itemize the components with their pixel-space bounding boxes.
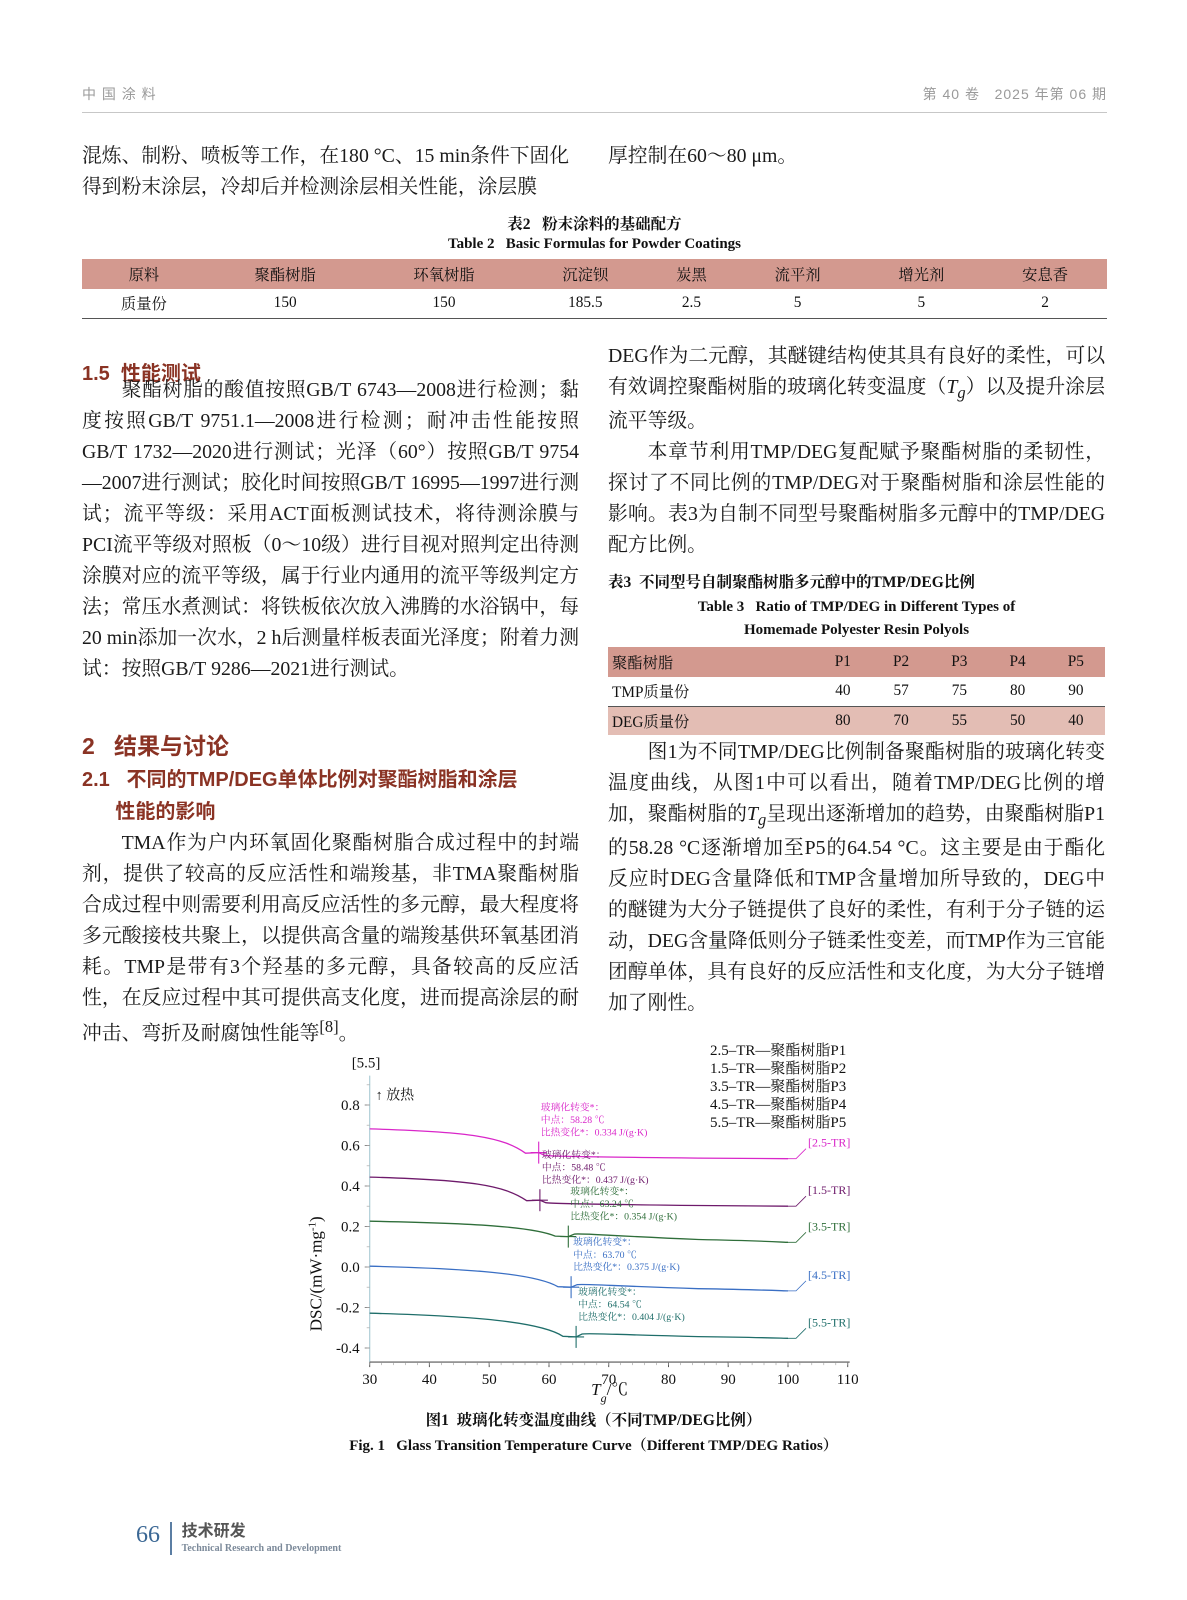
- svg-text:0.4: 0.4: [341, 1179, 360, 1195]
- svg-text:[5.5-TR]: [5.5-TR]: [808, 1315, 850, 1329]
- svg-text:玻璃化转变*：: 玻璃化转变*：: [573, 1235, 637, 1248]
- svg-text:[2.5-TR]: [2.5-TR]: [808, 1136, 850, 1150]
- svg-text:Tg/℃: Tg/℃: [591, 1380, 628, 1405]
- svg-text:3.5–TR—聚酯树脂P3: 3.5–TR—聚酯树脂P3: [710, 1077, 846, 1095]
- svg-text:比热变化*：0.334 J/(g·K): 比热变化*：0.334 J/(g·K): [541, 1126, 648, 1139]
- svg-text:110: 110: [837, 1372, 859, 1388]
- svg-text:50: 50: [482, 1372, 497, 1388]
- svg-text:玻璃化转变*：: 玻璃化转变*：: [570, 1185, 634, 1198]
- svg-text:-0.2: -0.2: [336, 1301, 360, 1317]
- svg-text:100: 100: [777, 1372, 800, 1388]
- svg-text:玻璃化转变*：: 玻璃化转变*：: [578, 1285, 642, 1298]
- svg-text:[3.5-TR]: [3.5-TR]: [808, 1219, 850, 1233]
- svg-text:4.5–TR—聚酯树脂P4: 4.5–TR—聚酯树脂P4: [710, 1095, 847, 1113]
- svg-text:30: 30: [362, 1372, 377, 1388]
- svg-text:↑ 放热: ↑ 放热: [376, 1087, 415, 1104]
- svg-text:[5.5]: [5.5]: [352, 1056, 381, 1072]
- svg-text:40: 40: [422, 1372, 437, 1388]
- svg-text:中点：63.24 ℃: 中点：63.24 ℃: [570, 1197, 634, 1210]
- svg-text:[4.5-TR]: [4.5-TR]: [808, 1268, 850, 1282]
- svg-text:0.6: 0.6: [341, 1139, 360, 1155]
- svg-text:比热变化*：0.375 J/(g·K): 比热变化*：0.375 J/(g·K): [573, 1260, 680, 1273]
- svg-text:5.5–TR—聚酯树脂P5: 5.5–TR—聚酯树脂P5: [710, 1113, 846, 1131]
- svg-text:0.2: 0.2: [341, 1220, 360, 1236]
- svg-text:0.0: 0.0: [341, 1260, 360, 1276]
- svg-text:DSC/(mW·mg-1): DSC/(mW·mg-1): [307, 1216, 326, 1331]
- svg-text:中点：63.70 ℃: 中点：63.70 ℃: [573, 1248, 637, 1261]
- svg-text:-0.4: -0.4: [336, 1341, 360, 1357]
- svg-text:中点：58.28 ℃: 中点：58.28 ℃: [541, 1113, 605, 1126]
- svg-text:2.5–TR—聚酯树脂P1: 2.5–TR—聚酯树脂P1: [710, 1041, 846, 1059]
- svg-text:60: 60: [542, 1372, 557, 1388]
- svg-text:中点：64.54 ℃: 中点：64.54 ℃: [578, 1297, 642, 1310]
- svg-text:玻璃化转变*：: 玻璃化转变*：: [542, 1148, 606, 1161]
- svg-text:[1.5-TR]: [1.5-TR]: [808, 1183, 850, 1197]
- svg-text:比热变化*：0.437 J/(g·K): 比热变化*：0.437 J/(g·K): [542, 1173, 649, 1186]
- svg-text:90: 90: [721, 1372, 736, 1388]
- svg-text:中点：58.48 ℃: 中点：58.48 ℃: [542, 1161, 606, 1174]
- svg-text:玻璃化转变*：: 玻璃化转变*：: [541, 1101, 605, 1114]
- svg-text:1.5–TR—聚酯树脂P2: 1.5–TR—聚酯树脂P2: [710, 1059, 846, 1077]
- svg-text:80: 80: [661, 1372, 676, 1388]
- svg-text:0.8: 0.8: [341, 1098, 360, 1114]
- svg-text:比热变化*：0.404 J/(g·K): 比热变化*：0.404 J/(g·K): [578, 1310, 685, 1323]
- svg-text:比热变化*：0.354 J/(g·K): 比热变化*：0.354 J/(g·K): [570, 1210, 677, 1223]
